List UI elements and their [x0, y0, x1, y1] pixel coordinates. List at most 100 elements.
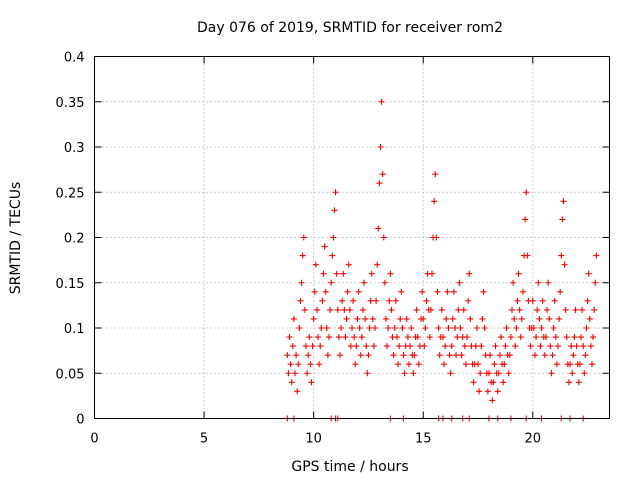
data-point — [431, 198, 438, 205]
data-point — [460, 306, 467, 313]
data-point — [586, 315, 593, 322]
y-axis-label: SRMTID / TECUs — [8, 182, 24, 295]
data-point — [422, 325, 429, 331]
data-point — [331, 207, 338, 214]
data-point — [388, 306, 395, 313]
data-point — [442, 343, 449, 350]
data-point — [552, 334, 559, 341]
data-point — [551, 297, 558, 304]
data-point — [518, 315, 525, 322]
data-point — [563, 334, 570, 341]
data-point — [538, 325, 545, 331]
data-point — [372, 325, 379, 331]
data-point — [447, 370, 454, 377]
y-tick-label: 0.15 — [56, 277, 85, 292]
data-point — [465, 297, 472, 304]
axis-ticks — [94, 56, 610, 419]
data-point — [335, 334, 342, 341]
data-point — [479, 315, 486, 322]
data-point — [298, 279, 305, 286]
data-point — [531, 352, 538, 359]
data-point — [512, 343, 519, 350]
data-point — [393, 334, 400, 341]
x-tick-label: 20 — [525, 432, 542, 447]
data-point — [420, 315, 427, 322]
data-point — [352, 361, 359, 368]
data-point — [501, 361, 508, 368]
data-point — [560, 198, 567, 205]
data-point — [500, 379, 507, 386]
data-point — [308, 379, 315, 386]
data-point — [571, 334, 578, 341]
data-point — [354, 315, 361, 322]
data-point — [313, 306, 320, 313]
data-point — [585, 270, 592, 277]
data-point — [404, 334, 411, 341]
data-point — [539, 297, 546, 304]
data-point — [515, 270, 522, 277]
data-point — [593, 252, 600, 259]
data-point — [399, 325, 406, 331]
data-point — [537, 343, 544, 350]
data-point — [410, 370, 417, 377]
data-point — [496, 352, 503, 359]
data-point — [544, 306, 551, 313]
data-point — [567, 361, 574, 368]
data-point — [516, 306, 523, 313]
data-point — [428, 270, 435, 277]
data-point — [299, 252, 306, 259]
data-point — [481, 325, 488, 331]
data-point — [578, 334, 585, 341]
data-point — [534, 306, 541, 313]
data-point — [310, 315, 317, 322]
data-point — [375, 225, 382, 232]
x-tick-label: 10 — [305, 432, 322, 447]
data-point — [357, 352, 364, 359]
data-point — [351, 334, 358, 341]
data-point — [365, 352, 372, 359]
data-point — [484, 388, 491, 395]
data-point — [359, 306, 366, 313]
data-point — [370, 343, 377, 350]
data-point — [435, 325, 442, 331]
data-point — [581, 370, 588, 377]
data-point — [555, 343, 561, 350]
data-point — [328, 279, 335, 286]
data-point — [462, 361, 469, 368]
data-point — [434, 288, 441, 295]
data-point — [385, 325, 392, 331]
data-point — [333, 270, 340, 277]
data-point — [517, 334, 524, 341]
data-point — [588, 361, 595, 368]
data-point — [350, 297, 357, 304]
chart-title: Day 076 of 2019, SRMTID for receiver rom… — [197, 20, 503, 36]
data-point — [318, 325, 325, 331]
data-point — [470, 379, 477, 386]
y-tick-label: 0.35 — [56, 96, 85, 111]
data-point — [464, 334, 471, 341]
data-point — [561, 261, 568, 268]
data-point — [413, 306, 420, 313]
data-point — [522, 216, 529, 223]
data-point — [426, 334, 433, 341]
plot-frame — [94, 56, 610, 419]
data-point — [358, 334, 365, 341]
y-tick-label: 0.3 — [64, 141, 85, 156]
data-point — [448, 343, 455, 350]
data-point — [301, 306, 308, 313]
data-point — [317, 343, 324, 350]
data-point — [449, 315, 456, 322]
data-point — [288, 379, 295, 386]
data-point — [289, 343, 296, 350]
data-point — [396, 343, 403, 350]
data-point — [583, 325, 590, 331]
data-point — [320, 270, 327, 277]
data-point — [400, 352, 407, 359]
data-point — [446, 352, 453, 359]
data-point — [568, 343, 575, 350]
data-point — [356, 325, 363, 331]
data-point — [535, 279, 542, 286]
data-point — [476, 388, 483, 395]
data-point — [339, 297, 346, 304]
data-point — [379, 171, 386, 178]
